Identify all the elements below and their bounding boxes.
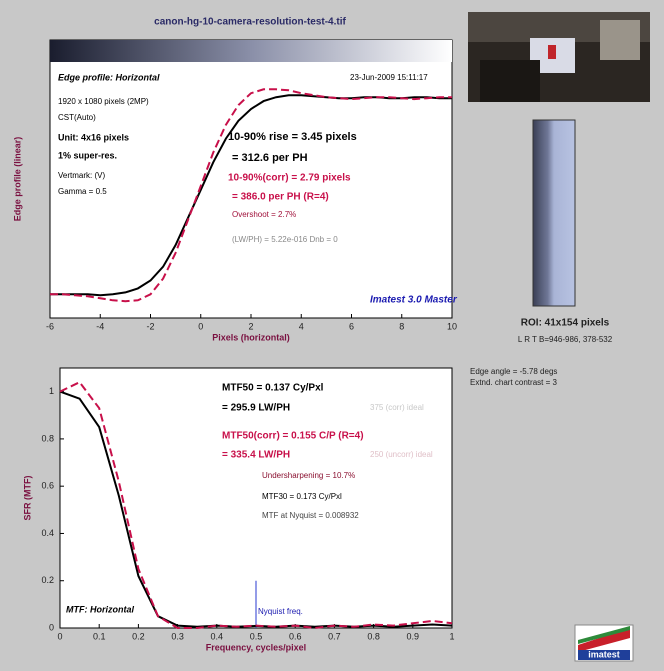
annotation: Undersharpening = 10.7% [262, 471, 355, 480]
annotation: Nyquist freq. [258, 607, 303, 616]
annotation: = 295.9 LW/PH [222, 403, 290, 414]
x-tick-label: -2 [146, 321, 154, 331]
x-tick-label: 0.3 [171, 631, 184, 641]
x-tick-label: 1 [449, 631, 454, 641]
annotation: = 386.0 per PH (R=4) [232, 192, 329, 203]
y-tick-label: 1 [49, 386, 54, 396]
x-tick-label: 0 [57, 631, 62, 641]
x-tick-label: 0.1 [93, 631, 106, 641]
annotation: = 312.6 per PH [232, 152, 308, 164]
annotation: Overshoot = 2.7% [232, 210, 296, 219]
x-tick-label: -6 [46, 321, 54, 331]
annotation: CST(Auto) [58, 113, 96, 122]
y-tick-label: 0.8 [41, 433, 54, 443]
annotation: Imatest 3.0 Master [370, 295, 458, 306]
annotation: MTF50(corr) = 0.155 C/P (R=4) [222, 431, 364, 442]
annotation: 250 (uncorr) ideal [370, 450, 433, 459]
x-axis-label: Pixels (horizontal) [212, 332, 290, 342]
annotation: 375 (corr) ideal [370, 403, 424, 412]
x-axis-label: Frequency, cycles/pixel [206, 642, 306, 652]
annotation: 10-90% rise = 3.45 pixels [228, 131, 357, 143]
annotation: 10-90%(corr) = 2.79 pixels [228, 173, 351, 184]
chart-contrast: Extnd. chart contrast = 3 [470, 378, 557, 387]
y-tick-label: 0.4 [41, 528, 54, 538]
x-tick-label: 0 [198, 321, 203, 331]
annotation: 23-Jun-2009 15:11:17 [350, 73, 428, 82]
annotation: = 335.4 LW/PH [222, 450, 290, 461]
edge-angle: Edge angle = -5.78 degs [470, 367, 557, 376]
annotation: MTF: Horizontal [66, 604, 134, 614]
y-tick-label: 0.2 [41, 575, 54, 585]
x-tick-label: 0.2 [132, 631, 145, 641]
x-tick-label: 0.8 [367, 631, 380, 641]
thumbnail [468, 12, 650, 102]
x-tick-label: 0.6 [289, 631, 302, 641]
annotation: Vertmark: (V) [58, 171, 105, 180]
x-tick-label: 10 [447, 321, 457, 331]
page: canon-hg-10-camera-resolution-test-4.tif… [0, 0, 664, 671]
y-axis-label: Edge profile (linear) [12, 137, 22, 222]
logo: imatest [575, 625, 633, 661]
annotation: MTF30 = 0.173 Cy/Pxl [262, 492, 342, 501]
x-tick-label: 8 [399, 321, 404, 331]
gradient-bar [50, 40, 452, 62]
x-tick-label: 0.4 [211, 631, 224, 641]
y-tick-label: 0 [49, 622, 54, 632]
annotation: (LW/PH) = 5.22e-016 Dnb = 0 [232, 235, 338, 244]
roi-coords: L R T B=946-986, 378-532 [518, 335, 613, 344]
annotation: MTF at Nyquist = 0.008932 [262, 511, 359, 520]
annotation: Edge profile: Horizontal [58, 72, 160, 82]
logo-text: imatest [588, 649, 620, 659]
annotation: Gamma = 0.5 [58, 187, 107, 196]
x-tick-label: 0.9 [407, 631, 420, 641]
x-tick-label: 0.7 [328, 631, 341, 641]
y-tick-label: 0.6 [41, 481, 54, 491]
annotation: MTF50 = 0.137 Cy/Pxl [222, 383, 324, 394]
roi-strip [533, 120, 575, 306]
page-title: canon-hg-10-camera-resolution-test-4.tif [154, 17, 346, 28]
x-tick-label: 4 [299, 321, 304, 331]
annotation: Unit: 4x16 pixels [58, 132, 129, 142]
annotation: 1920 x 1080 pixels (2MP) [58, 97, 149, 106]
x-tick-label: 0.5 [250, 631, 263, 641]
roi-size: ROI: 41x154 pixels [521, 318, 610, 329]
x-tick-label: -4 [96, 321, 104, 331]
x-tick-label: 6 [349, 321, 354, 331]
annotation: 1% super-res. [58, 150, 117, 160]
y-axis-label: SFR (MTF) [22, 476, 32, 521]
x-tick-label: 2 [248, 321, 253, 331]
